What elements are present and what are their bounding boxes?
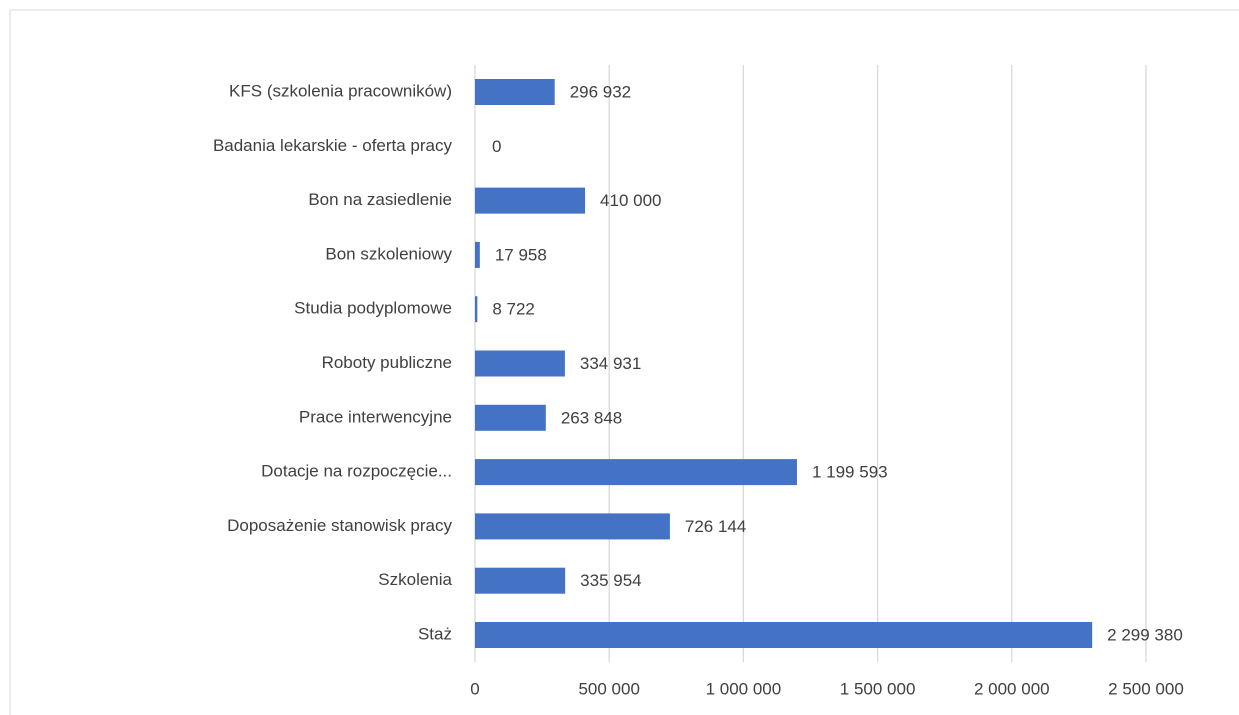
bar bbox=[475, 404, 546, 431]
value-label: 296 932 bbox=[570, 82, 631, 101]
x-tick-label: 1 500 000 bbox=[840, 679, 916, 698]
x-tick-label: 0 bbox=[470, 679, 479, 698]
value-label: 17 958 bbox=[495, 245, 547, 264]
y-tick-label: KFS (szkolenia pracowników) bbox=[229, 81, 452, 100]
bar bbox=[475, 79, 555, 105]
bar bbox=[475, 241, 480, 268]
value-label: 334 931 bbox=[580, 354, 641, 373]
value-label: 410 000 bbox=[600, 191, 661, 210]
y-tick-label: Staż bbox=[418, 624, 452, 643]
x-tick-label: 500 000 bbox=[578, 679, 639, 698]
x-tick-label: 1 000 000 bbox=[706, 679, 782, 698]
x-tick-label: 2 000 000 bbox=[974, 679, 1050, 698]
value-label: 8 722 bbox=[492, 300, 535, 319]
y-tick-label: Doposażenie stanowisk pracy bbox=[227, 516, 452, 535]
y-tick-label: Roboty publiczne bbox=[322, 353, 452, 372]
y-tick-label: Studia podyplomowe bbox=[294, 299, 452, 318]
x-tick-label: 2 500 000 bbox=[1108, 679, 1184, 698]
value-label: 0 bbox=[492, 137, 501, 156]
y-tick-label: Szkolenia bbox=[378, 570, 452, 589]
bar bbox=[475, 350, 565, 377]
value-label: 2 299 380 bbox=[1107, 625, 1183, 644]
y-tick-label: Prace interwencyjne bbox=[299, 407, 452, 426]
y-tick-label: Dotacje na rozpoczęcie... bbox=[261, 462, 452, 481]
bar bbox=[475, 459, 797, 486]
y-tick-label: Bon szkoleniowy bbox=[325, 244, 452, 263]
value-label: 263 848 bbox=[561, 408, 622, 427]
value-label: 726 144 bbox=[685, 517, 746, 536]
bar bbox=[475, 296, 478, 323]
bar bbox=[475, 567, 566, 594]
y-tick-label: Bon na zasiedlenie bbox=[308, 190, 452, 209]
y-tick-label: Badania lekarskie - oferta pracy bbox=[213, 136, 453, 155]
value-label: 1 199 593 bbox=[812, 463, 888, 482]
chart-frame bbox=[9, 9, 1239, 715]
bar bbox=[475, 513, 670, 540]
bar bbox=[475, 187, 586, 214]
bar bbox=[475, 622, 1093, 648]
value-label: 335 954 bbox=[580, 571, 641, 590]
